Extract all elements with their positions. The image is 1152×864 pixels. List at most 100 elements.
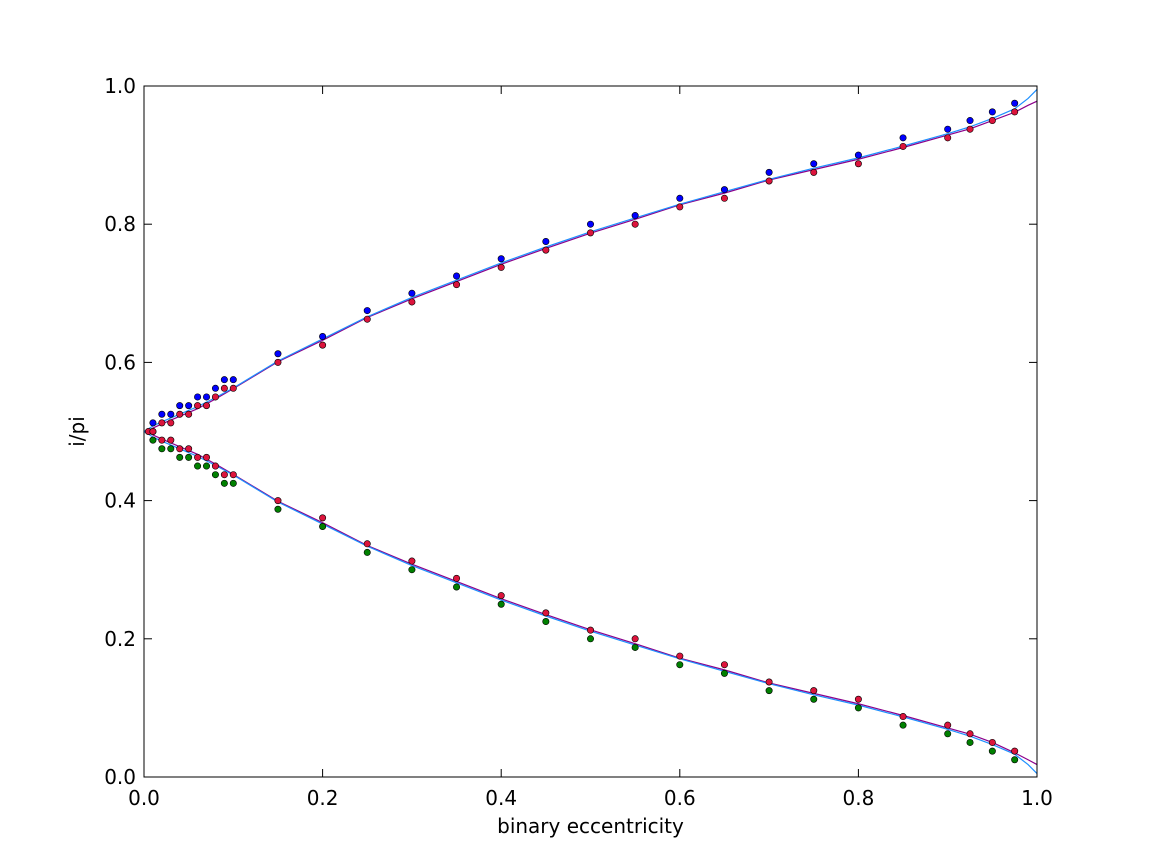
data-point-series-0 [542,237,550,245]
data-point-series-1 [158,419,166,427]
data-point-series-1 [158,436,166,444]
y-tick-label: 0.0 [104,765,136,789]
data-point-series-1 [988,117,996,125]
data-point-series-0 [988,108,996,116]
data-point-series-2 [220,479,228,487]
data-point-series-0 [408,289,416,297]
data-point-series-1 [586,626,594,634]
data-point-series-1 [453,281,461,289]
data-point-series-1 [453,574,461,582]
data-point-series-1 [176,410,184,418]
data-point-series-2 [586,635,594,643]
data-point-series-2 [185,453,193,461]
data-point-series-1 [319,514,327,522]
data-point-series-1 [810,687,818,695]
data-point-series-1 [229,384,237,392]
data-point-series-2 [319,523,327,531]
data-point-series-1 [274,358,282,366]
data-point-series-0 [966,117,974,125]
data-point-series-2 [676,661,684,669]
axes-frame [143,85,1038,778]
data-point-series-0 [211,384,219,392]
axis-ticks [143,85,1038,778]
data-point-series-2 [229,479,237,487]
data-point-series-1 [988,738,996,746]
data-point-series-1 [854,695,862,703]
data-point-series-1 [944,721,952,729]
data-point-series-2 [988,747,996,755]
y-tick-label: 0.8 [104,212,136,236]
data-point-series-2 [966,738,974,746]
x-axis-label: binary eccentricity [497,814,684,838]
data-point-series-0 [631,212,639,220]
data-point-series-1 [899,713,907,721]
data-point-series-1 [676,203,684,211]
data-point-series-2 [167,445,175,453]
data-point-series-0 [176,402,184,410]
data-point-series-0 [854,151,862,159]
data-point-series-1 [497,263,505,271]
y-tick-label: 0.6 [104,350,136,374]
y-tick-label: 1.0 [104,74,136,98]
data-point-series-0 [1011,99,1019,107]
data-point-series-0 [158,410,166,418]
data-point-series-0 [185,402,193,410]
data-point-series-0 [586,220,594,228]
data-point-series-1 [203,453,211,461]
data-point-series-2 [363,548,371,556]
data-point-series-2 [497,600,505,608]
data-point-series-0 [203,393,211,401]
x-tick-labels: 0.0 0.2 0.4 0.6 0.8 1.0 [128,786,1053,810]
data-point-series-0 [765,168,773,176]
data-point-series-2 [720,669,728,677]
data-point-series-1 [676,652,684,660]
data-point-series-1 [363,540,371,548]
data-point-series-1 [319,341,327,349]
data-point-series-1 [899,142,907,150]
data-point-series-2 [854,704,862,712]
data-point-series-0 [944,125,952,133]
data-point-series-0 [497,255,505,263]
data-point-series-0 [274,350,282,358]
data-point-series-1 [765,177,773,185]
data-point-series-0 [363,307,371,315]
data-point-series-1 [1011,747,1019,755]
data-point-series-1 [176,445,184,453]
data-point-series-1 [220,384,228,392]
data-point-series-2 [453,583,461,591]
data-point-series-1 [542,246,550,254]
data-point-series-1 [408,298,416,306]
data-point-series-1 [274,497,282,505]
data-point-series-2 [203,462,211,470]
data-point-series-2 [408,566,416,574]
data-point-series-0 [453,272,461,280]
data-point-series-2 [542,618,550,626]
data-point-series-2 [149,436,157,444]
data-point-series-2 [158,445,166,453]
data-point-series-1 [211,462,219,470]
x-tick-label: 0.2 [307,786,339,810]
data-point-series-0 [676,194,684,202]
data-point-series-2 [944,730,952,738]
x-tick-label: 0.6 [664,786,696,810]
data-point-series-1 [363,315,371,323]
data-point-series-1 [211,393,219,401]
data-point-series-1 [194,453,202,461]
data-point-series-2 [176,453,184,461]
data-point-series-1 [720,194,728,202]
data-markers [144,99,1019,764]
x-tick-label: 1.0 [1021,786,1053,810]
data-point-series-1 [966,730,974,738]
data-point-series-1 [854,160,862,168]
x-tick-label: 0.4 [485,786,517,810]
y-tick-label: 0.2 [104,627,136,651]
data-point-series-1 [185,445,193,453]
data-point-series-1 [720,661,728,669]
data-point-series-1 [408,557,416,565]
data-point-series-1 [149,427,157,435]
y-axis-label: i/pi [65,416,89,447]
data-point-series-1 [194,402,202,410]
data-point-series-1 [1011,108,1019,116]
